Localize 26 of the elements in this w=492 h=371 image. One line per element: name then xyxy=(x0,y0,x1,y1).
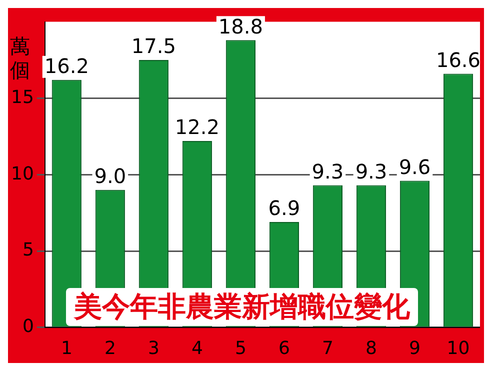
y-tick-label: 15 xyxy=(11,86,34,108)
x-tick-label: 5 xyxy=(234,338,246,359)
y-tick-label: 5 xyxy=(22,240,34,261)
y-tick-label: 10 xyxy=(11,163,34,184)
x-tick-label: 8 xyxy=(366,338,377,359)
y-axis-title: 萬個 xyxy=(10,34,31,82)
x-tick-label: 4 xyxy=(191,338,203,359)
data-label: 6.9 xyxy=(268,196,300,220)
y-tick-label: 0 xyxy=(22,316,34,338)
x-tick-label: 9 xyxy=(409,338,420,359)
x-tick-label: 10 xyxy=(446,338,470,359)
data-label: 9.3 xyxy=(355,160,388,184)
x-tick-label: 6 xyxy=(278,338,290,359)
data-label: 18.8 xyxy=(218,14,263,38)
text: 美今年非農業新增職位變化 xyxy=(66,288,418,326)
data-label: 9.3 xyxy=(312,160,344,184)
data-label: 16.6 xyxy=(436,48,481,72)
data-label: 16.2 xyxy=(44,54,89,78)
x-tick-label: 7 xyxy=(322,338,334,359)
data-label: 17.5 xyxy=(131,34,176,58)
data-label: 12.2 xyxy=(174,115,220,140)
data-label: 9.0 xyxy=(94,164,126,188)
x-tick-label: 1 xyxy=(60,338,72,359)
x-tick-label: 2 xyxy=(104,338,116,359)
x-tick-label: 3 xyxy=(148,338,160,359)
data-label: 9.6 xyxy=(398,154,431,179)
